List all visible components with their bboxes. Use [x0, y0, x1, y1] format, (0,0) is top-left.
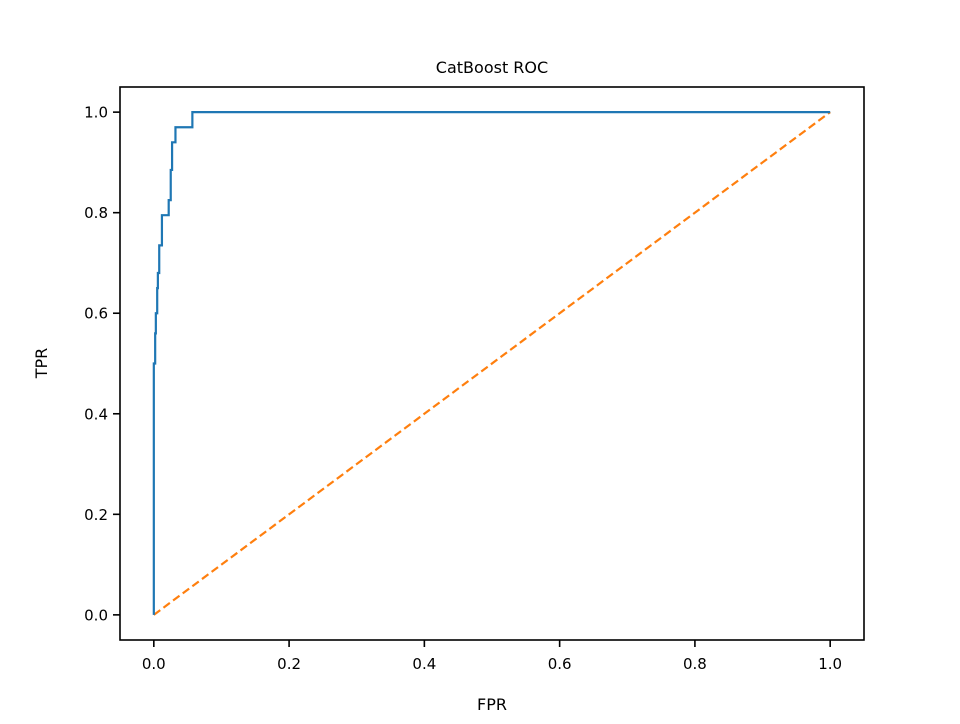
x-axis-ticks: 0.0 0.2 0.4 0.6 0.8 1.0 — [142, 640, 842, 673]
y-tick-label: 0.0 — [84, 606, 108, 624]
x-axis-label: FPR — [477, 695, 507, 714]
roc-curve-line — [152, 111, 831, 615]
chart-title: CatBoost ROC — [436, 58, 548, 77]
y-tick-label: 0.6 — [84, 305, 108, 323]
y-tick-label: 0.8 — [84, 204, 108, 222]
x-tick-label: 0.8 — [683, 655, 707, 673]
x-tick-label: 0.0 — [142, 655, 166, 673]
x-tick-label: 1.0 — [818, 655, 842, 673]
x-tick-label: 0.2 — [277, 655, 301, 673]
plot-area — [152, 111, 831, 616]
y-axis-ticks: 0.0 0.2 0.4 0.6 0.8 1.0 — [84, 104, 120, 624]
x-tick-label: 0.4 — [412, 655, 436, 673]
y-tick-label: 0.2 — [84, 506, 108, 524]
axes-frame — [119, 86, 865, 641]
chance-diagonal-line — [153, 111, 831, 616]
y-tick-label: 1.0 — [84, 104, 108, 122]
y-tick-label: 0.4 — [84, 405, 108, 423]
y-axis-label: TPR — [32, 348, 51, 380]
x-tick-label: 0.6 — [548, 655, 572, 673]
